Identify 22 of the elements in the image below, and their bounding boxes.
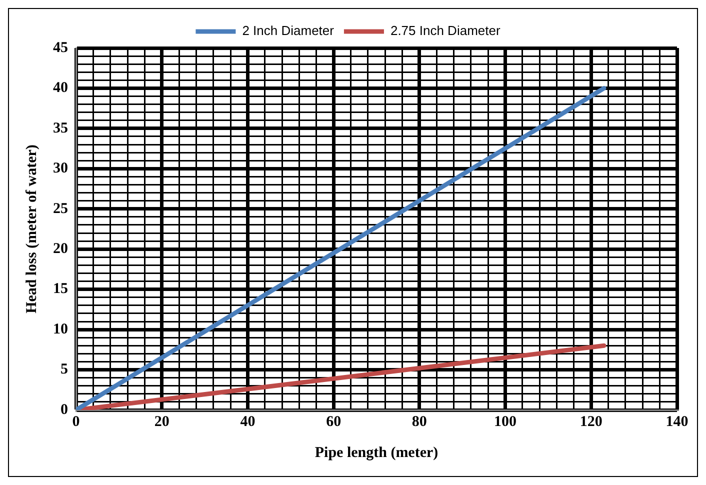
x-tick-label: 140 <box>666 414 688 430</box>
x-tick-label: 40 <box>240 414 256 430</box>
y-tick-label: 45 <box>53 40 68 56</box>
y-tick-label: 10 <box>53 321 68 338</box>
y-tick-label: 30 <box>53 160 68 177</box>
x-tick-label: 20 <box>154 414 170 430</box>
x-tick-label: 0 <box>72 414 80 430</box>
x-tick-label: 100 <box>494 414 517 430</box>
y-tick-label: 25 <box>53 200 68 217</box>
legend-label: 2.75 Inch Diameter <box>390 23 501 38</box>
x-axis-title: Pipe length (meter) <box>314 444 438 461</box>
y-tick-label: 20 <box>53 240 68 257</box>
x-tick-label: 60 <box>326 414 342 430</box>
y-tick-label: 0 <box>60 402 68 418</box>
y-axis-title: Head loss (meter of water) <box>24 144 40 314</box>
x-tick-label: 80 <box>412 414 427 430</box>
y-tick-label: 40 <box>53 80 68 96</box>
y-tick-label: 15 <box>53 281 68 298</box>
legend-label: 2 Inch Diameter <box>242 23 335 38</box>
y-tick-label: 35 <box>53 120 68 136</box>
y-tick-label: 5 <box>60 362 68 378</box>
x-tick-label: 120 <box>580 414 602 430</box>
